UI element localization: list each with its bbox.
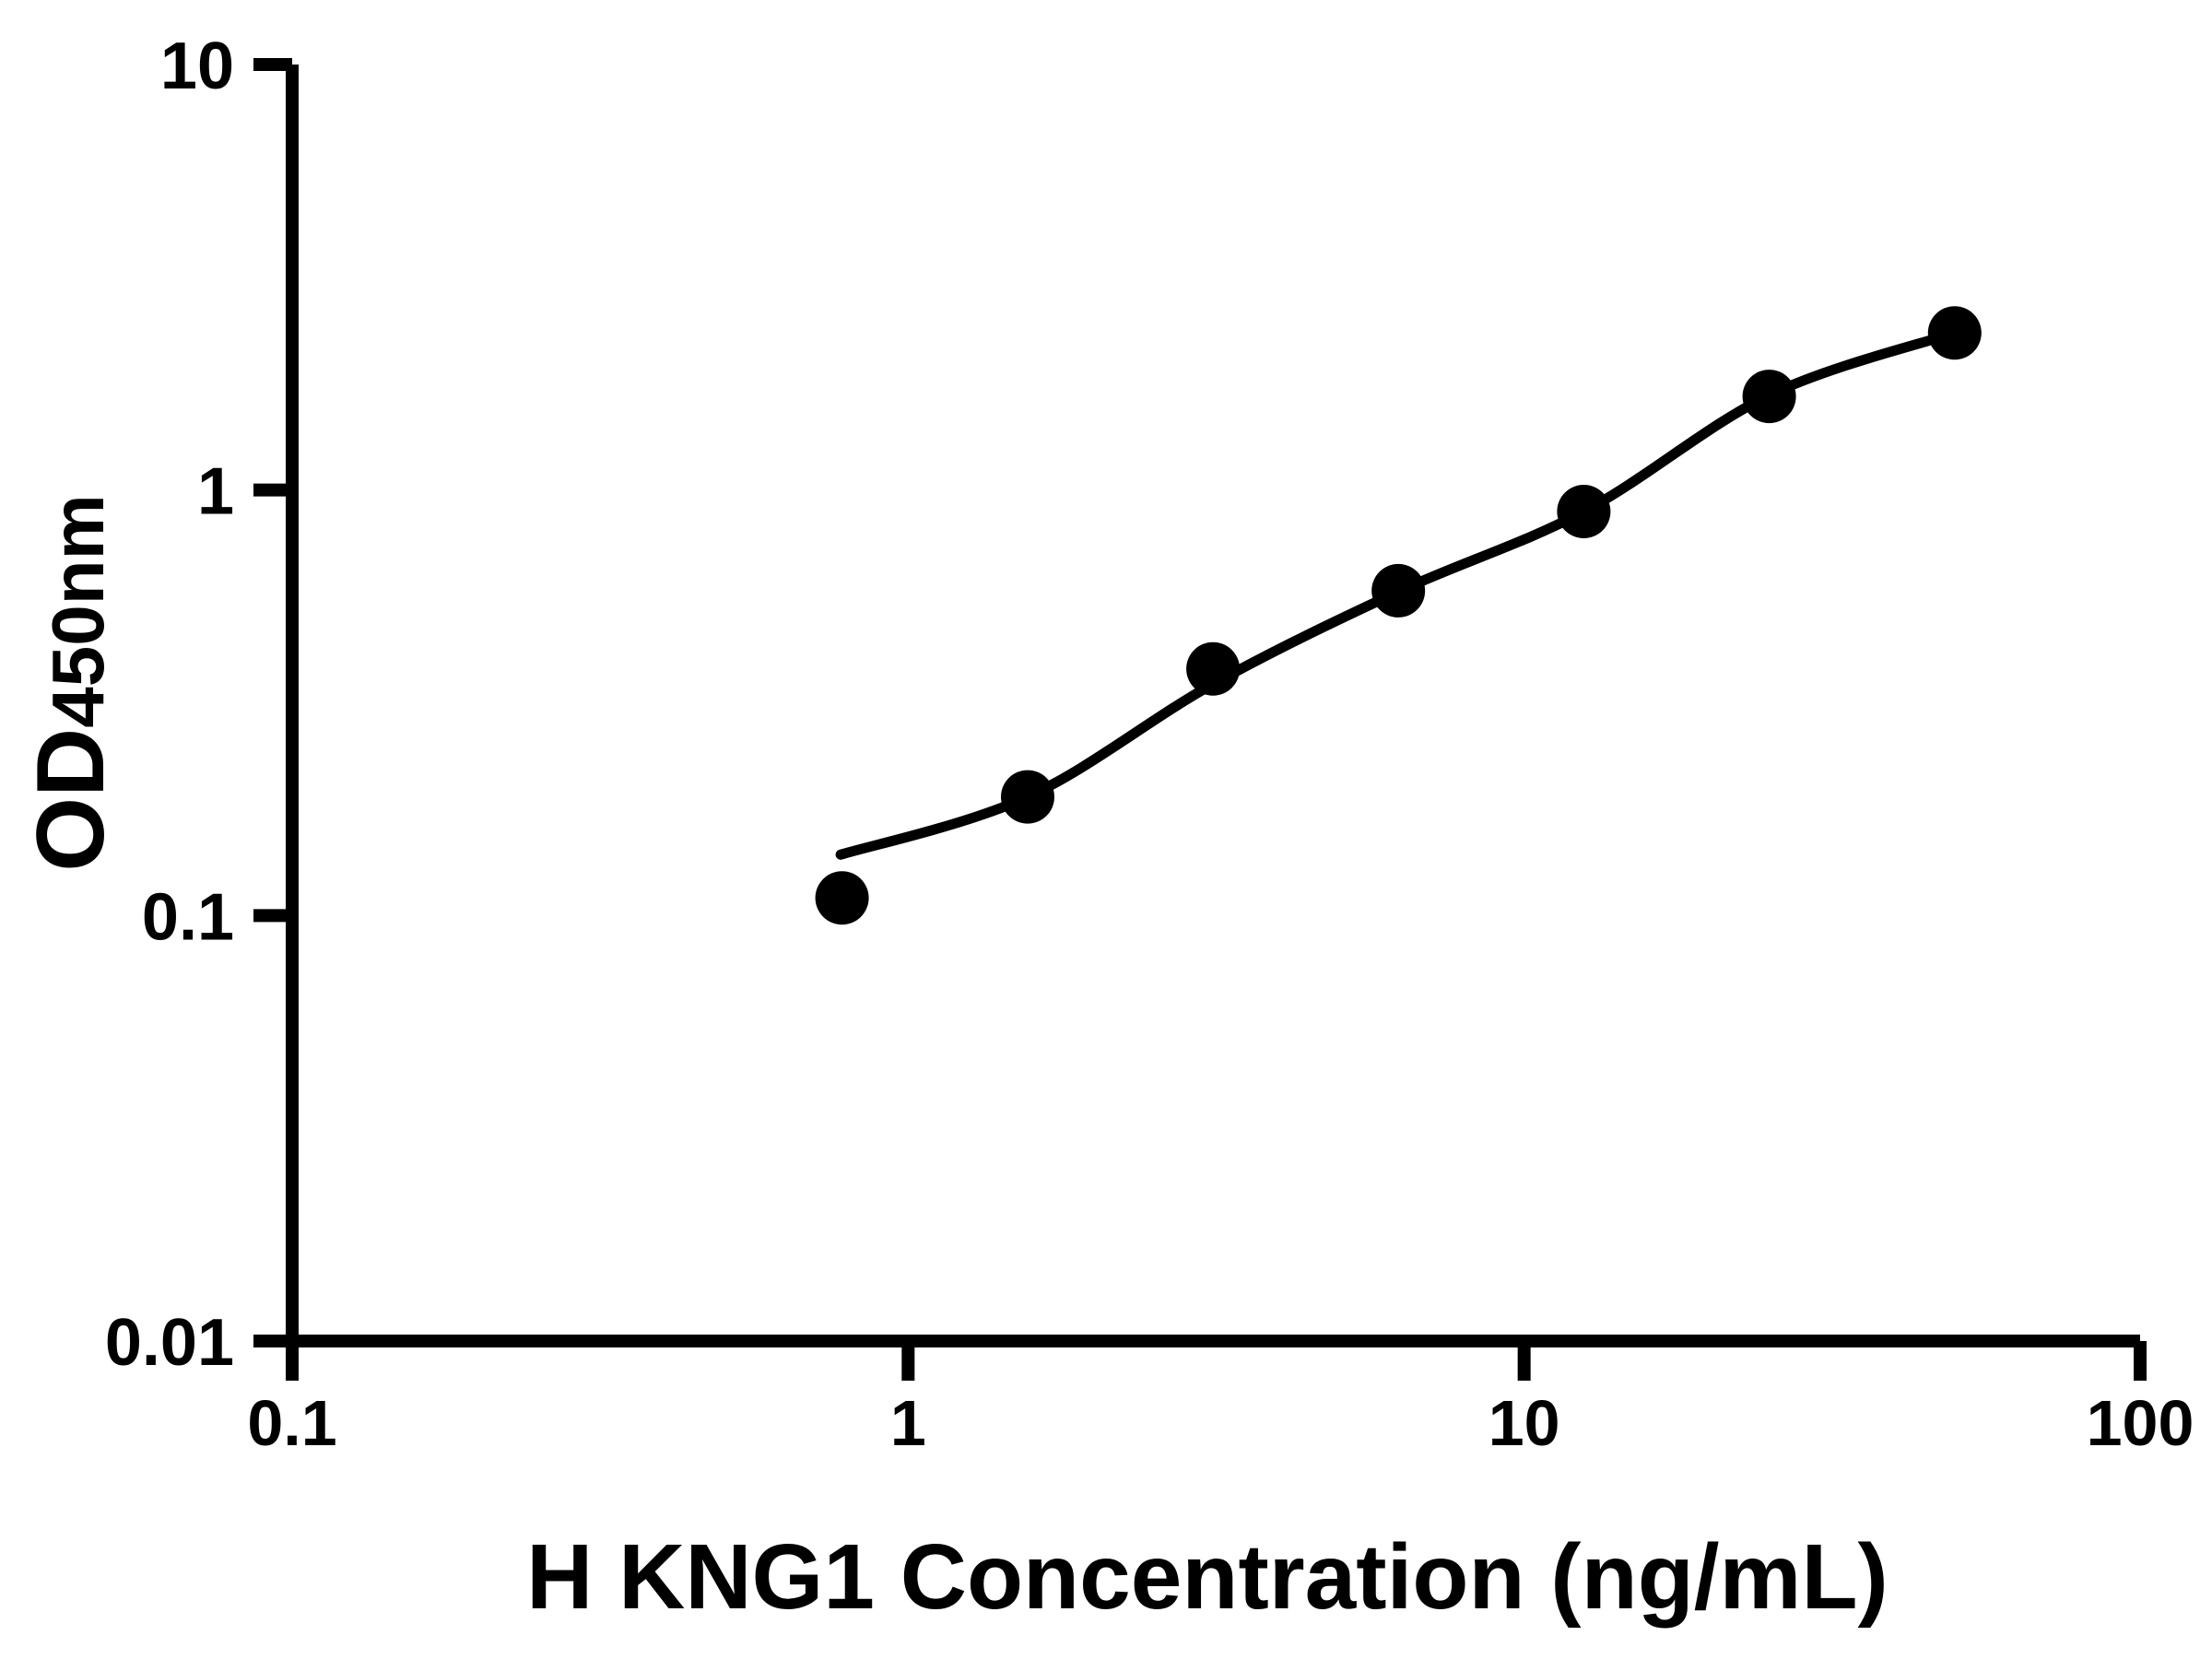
y-axis-title: OD450nm [18,494,124,871]
x-tick-label-100: 100 [2087,1387,2194,1459]
data-point-7 [1927,306,1982,360]
data-point-4 [1371,563,1426,618]
data-point-3 [1186,641,1241,696]
data-point-2 [1001,770,1054,824]
data-point-5 [1557,485,1611,538]
data-point-6 [1742,370,1796,424]
y-tick-label-1: 1 [197,455,234,529]
x-tick-label-0.1: 0.1 [247,1387,336,1459]
x-tick-label-1: 1 [890,1387,926,1459]
y-tick-label-0.1: 0.1 [142,880,234,954]
x-axis-title: H KNG1 Concentration (ng/mL) [526,1525,1888,1629]
data-point-1 [815,871,869,925]
y-tick-label-0.01: 0.01 [105,1306,234,1380]
y-axis-title-sub: 450nm [37,494,119,727]
x-tick-label-10: 10 [1488,1387,1560,1459]
y-axis-title-main: OD [18,728,124,872]
y-tick-label-10: 10 [160,29,234,103]
